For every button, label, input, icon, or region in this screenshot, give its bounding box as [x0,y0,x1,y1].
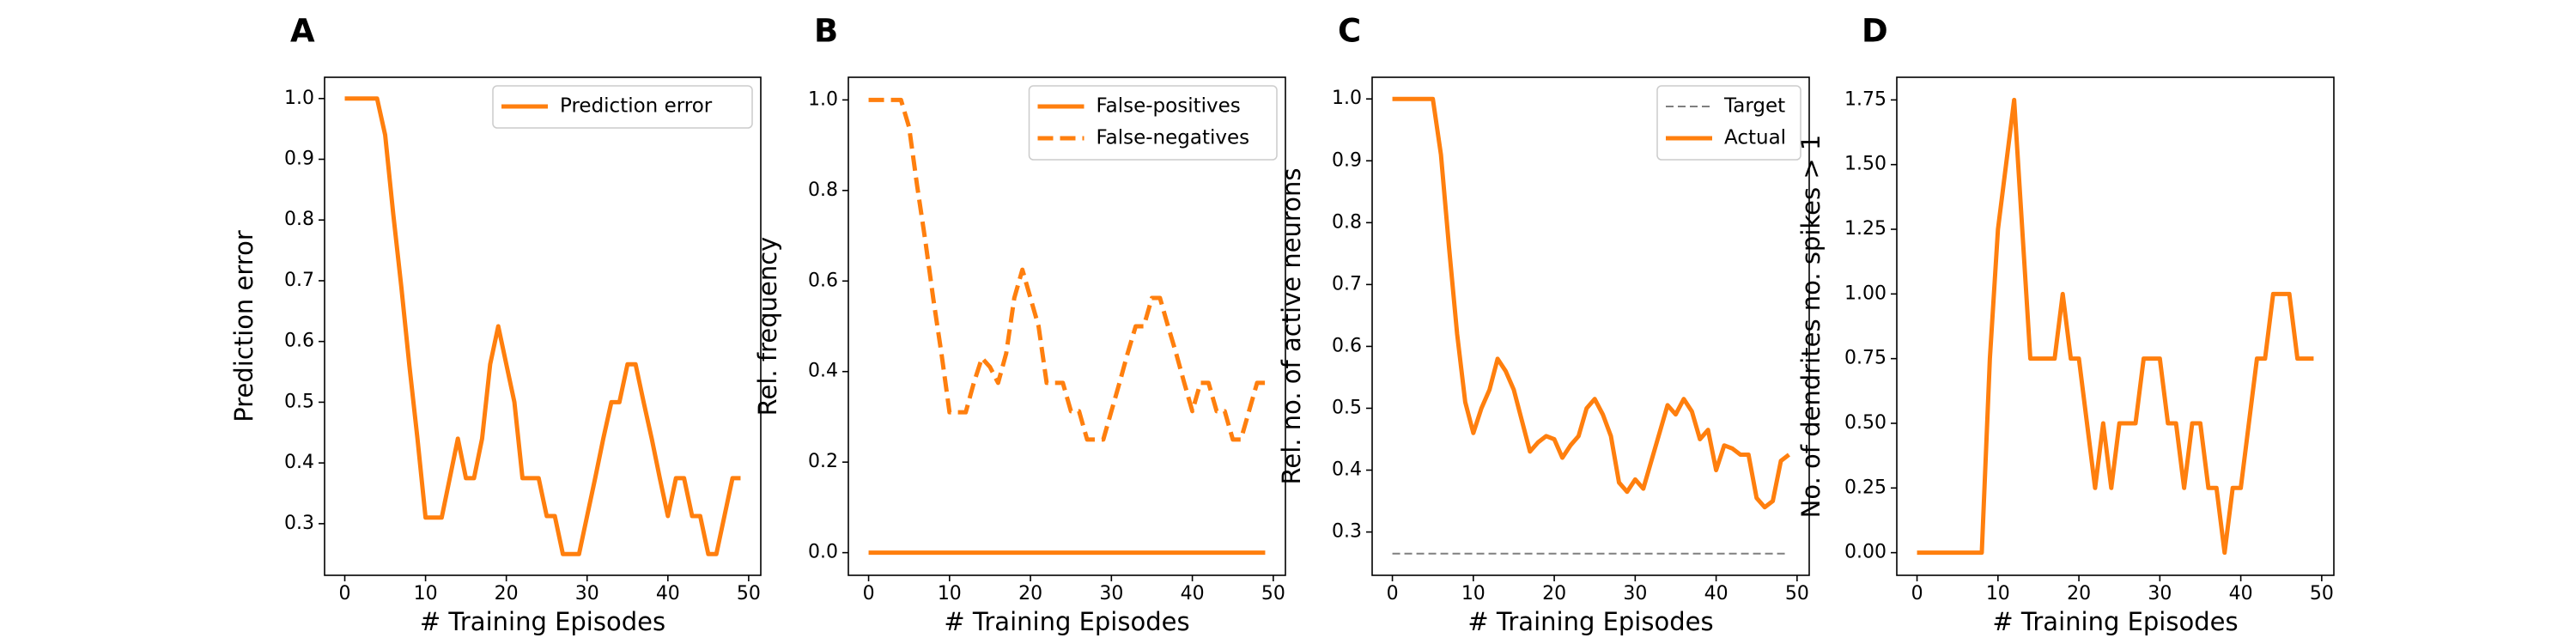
panel-letter: C [1338,13,1361,50]
legend-label: False-positives [1097,95,1241,118]
legend-label: Prediction error [560,95,713,118]
x-tick-label: 50 [1785,583,1809,605]
x-tick-label: 20 [2067,583,2091,605]
y-tick-label: 0.6 [1332,335,1362,356]
legend-box [1028,85,1278,161]
series-line-prediction-error [344,96,741,556]
y-tick-label: 0.7 [284,270,314,291]
y-tick-label: 0.25 [1844,477,1886,498]
plot-frame [1371,76,1810,576]
y-tick-label: 0.3 [1332,521,1362,543]
legend-label: Target [1723,95,1785,118]
y-tick-label: 0.50 [1844,412,1886,434]
plot-frame [324,76,762,576]
panel-c: C 0 10 20 30 40 50 0.3 0.4 0.5 0.6 0.7 0.8 0.9 1.0 # Tr… [1277,13,1810,636]
y-tick-label: 1.50 [1844,154,1886,175]
x-tick-label: 10 [938,583,962,605]
y-tick-label: 0.6 [808,270,838,291]
x-axis-label: # Training Episodes [1467,607,1713,636]
x-tick-label: 0 [863,583,875,605]
x-tick-label: 10 [414,583,438,605]
panel-letter: D [1862,13,1888,50]
y-tick-label: 0.8 [808,179,838,201]
series-line-false-negatives [868,97,1266,442]
panel-d: D 0 10 20 30 40 50 0.00 0.25 0.50 0.75 1.00 1.25 1.50… [1796,13,2335,636]
legend: False-positives False-negatives [1028,85,1278,161]
panel-b: B 0 10 20 30 40 50 0.0 0.2 0.4 0.6 0.8 1.0 # Training… [753,13,1286,636]
x-tick-label: 50 [2310,583,2334,605]
x-tick-label: 0 [339,583,351,605]
y-tick-label: 0.5 [284,391,314,412]
x-tick-label: 50 [737,583,761,605]
legend-box [492,85,753,129]
panel-letter: B [814,13,838,50]
y-tick-label: 0.9 [1332,149,1362,171]
y-tick-label: 0.4 [808,361,838,382]
x-axis-label: # Training Episodes [1992,607,2238,636]
plot-frame [1896,76,2335,576]
y-tick-label: 0.75 [1844,348,1886,369]
x-tick-label: 30 [1099,583,1123,605]
y-tick-label: 1.0 [808,88,838,110]
x-tick-label: 20 [1018,583,1042,605]
series-line-actual [1392,96,1790,510]
panel-letter: A [290,13,315,50]
y-tick-label: 1.0 [1332,88,1362,109]
x-tick-label: 10 [1461,583,1485,605]
x-axis-label: # Training Episodes [944,607,1189,636]
x-axis-label: # Training Episodes [420,607,665,636]
y-tick-label: 0.8 [1332,211,1362,233]
y-axis-label: Rel. no. of active neurons [1277,168,1306,485]
y-tick-label: 0.2 [808,451,838,472]
x-tick-label: 20 [495,583,519,605]
y-tick-label: 1.0 [284,88,314,109]
y-tick-label: 0.4 [1332,459,1362,481]
x-tick-label: 30 [575,583,599,605]
y-tick-label: 0.7 [1332,273,1362,295]
y-tick-label: 0.0 [808,542,838,563]
x-tick-label: 0 [1911,583,1923,605]
legend-label: Actual [1724,127,1786,149]
y-tick-label: 0.5 [1332,397,1362,418]
x-tick-label: 40 [656,583,680,605]
legend: Target Actual [1656,85,1801,161]
legend: Prediction error [492,85,753,129]
y-tick-label: 0.3 [284,513,314,534]
legend-label: False-negatives [1097,127,1250,149]
plot-frame [848,76,1286,576]
y-tick-label: 0.4 [284,452,314,473]
y-tick-label: 0.00 [1844,542,1886,563]
x-tick-label: 20 [1542,583,1566,605]
x-tick-label: 40 [1181,583,1205,605]
y-tick-label: 0.6 [284,331,314,352]
x-tick-label: 40 [2229,583,2253,605]
legend-box [1656,85,1801,161]
y-axis-label: No. of dendrites no. spikes > 1 [1796,135,1826,519]
x-tick-label: 50 [1261,583,1285,605]
panel-a: A 0 10 20 30 40 50 0.3 0.4 0.5 0.6 0.7 0.8 0.9 1.0 # Tr… [229,13,762,636]
x-tick-label: 30 [2148,583,2172,605]
y-tick-label: 0.8 [284,209,314,230]
x-tick-label: 0 [1387,583,1399,605]
x-tick-label: 30 [1623,583,1647,605]
y-tick-label: 0.9 [284,148,314,169]
y-tick-label: 1.25 [1844,218,1886,240]
y-axis-label: Prediction error [229,230,258,422]
series-line-main [1917,97,2314,556]
y-tick-label: 1.00 [1844,283,1886,304]
x-tick-label: 40 [1704,583,1728,605]
y-tick-label: 1.75 [1844,88,1886,110]
x-tick-label: 10 [1986,583,2010,605]
y-axis-label: Rel. frequency [753,237,782,416]
